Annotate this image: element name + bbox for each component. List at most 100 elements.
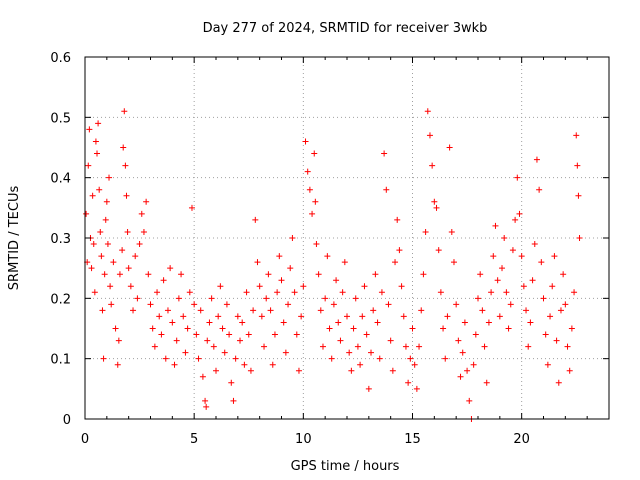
data-point [96,186,103,193]
data-point [206,319,213,326]
data-point [488,289,495,296]
data-point [147,301,154,308]
data-point [359,313,366,320]
y-tick-label: 0.3 [50,232,71,247]
data-point [496,313,503,320]
data-point [104,241,111,248]
data-point [455,337,462,344]
data-point [453,301,460,308]
data-point [102,216,109,223]
x-tick-label: 15 [404,432,421,447]
data-point [197,307,204,314]
data-point [252,216,259,223]
data-point [402,343,409,350]
data-point [568,325,575,332]
data-point [381,150,388,157]
data-point [88,265,95,272]
data-point [108,301,115,308]
data-point [518,253,525,260]
data-point [123,192,130,199]
data-point [226,331,233,338]
data-point [278,277,285,284]
data-point [140,228,147,235]
data-point [191,301,198,308]
data-point [280,319,287,326]
data-points [83,108,583,422]
data-point [182,349,189,356]
data-point [387,337,394,344]
x-tick-label: 20 [513,432,530,447]
data-point [566,367,573,374]
data-point [405,379,412,386]
data-point [333,277,340,284]
data-point [302,138,309,145]
data-point [86,126,93,133]
data-point [411,361,418,368]
data-point [370,307,377,314]
data-point [263,295,270,302]
data-point [328,355,335,362]
data-point [492,222,499,229]
data-point [365,385,372,392]
data-point [95,120,102,127]
data-point [407,355,414,362]
data-point [285,301,292,308]
data-point [341,259,348,266]
data-point [501,235,508,241]
x-tick-label: 0 [81,432,89,447]
data-point [213,367,219,374]
data-point [576,235,583,241]
data-point [442,355,449,362]
data-point [312,198,319,205]
data-point [422,228,429,235]
data-point [99,307,106,314]
data-point [429,162,436,169]
data-point [322,295,329,302]
data-point [230,397,237,404]
data-point [300,283,307,290]
data-point [424,108,431,115]
data-point [466,397,473,404]
data-point [437,289,444,296]
data-point [98,253,105,260]
data-point [540,295,547,302]
data-point [223,301,230,308]
data-point [287,265,294,272]
data-point [420,271,427,278]
data-point [202,397,209,404]
data-point [120,144,127,151]
data-point [440,325,447,332]
data-point [483,379,490,386]
data-point [337,337,344,344]
data-point [575,192,582,199]
data-point [100,355,107,362]
data-point [276,253,283,260]
data-point [92,138,99,145]
data-point [295,367,302,374]
data-point [324,253,331,260]
data-point [110,259,117,266]
data-point [138,210,145,217]
data-point [350,325,357,332]
data-point [499,265,506,272]
data-point [258,313,265,320]
y-tick-label: 0.1 [50,353,71,368]
data-point [378,289,385,296]
data-point [346,349,353,356]
data-point [149,325,156,332]
data-point [311,150,318,157]
data-point [542,331,549,338]
data-point [136,241,143,248]
data-point [241,361,248,368]
data-point [389,367,396,374]
data-point [547,313,554,320]
data-point [472,331,479,338]
data-point [293,331,300,338]
data-point [254,259,261,266]
data-point [562,301,569,308]
data-point [315,271,322,278]
y-tick-label: 0.5 [50,111,71,126]
data-point [269,361,276,368]
data-point [574,162,581,169]
data-point [169,319,176,326]
